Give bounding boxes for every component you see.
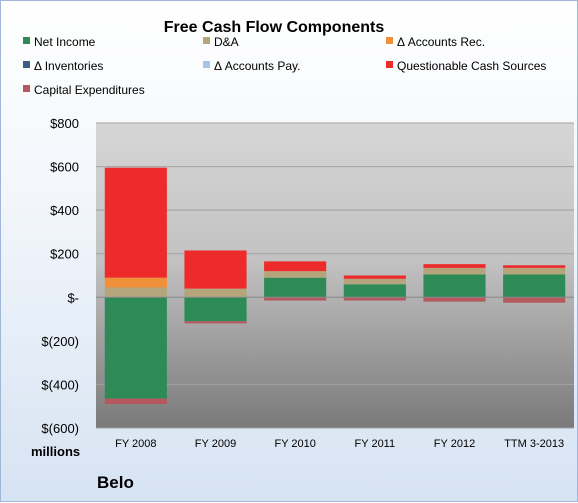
legend-item: Net Income <box>23 35 96 49</box>
bar-segment <box>423 297 486 302</box>
bar-segment <box>104 277 167 288</box>
x-tick-label: FY 2010 <box>274 438 315 450</box>
legend-item: Δ Accounts Pay. <box>203 59 301 73</box>
legend: Net Income D&A Δ Accounts Rec. Δ Inventorie… <box>23 35 546 97</box>
bar-segment <box>423 274 486 298</box>
x-tick-label: FY 2011 <box>355 438 396 450</box>
y-tick-label: $200 <box>50 247 79 262</box>
bar-segment <box>423 264 486 268</box>
bar-segment <box>343 284 406 298</box>
company-label: Belo <box>97 473 134 492</box>
unit-label: millions <box>31 444 80 459</box>
bar-segment <box>503 265 566 268</box>
bar-segment <box>264 261 327 272</box>
legend-swatch <box>23 61 30 68</box>
bar-segment <box>184 321 247 324</box>
legend-label: Δ Accounts Pay. <box>214 59 301 73</box>
legend-label: Questionable Cash Sources <box>397 59 546 73</box>
legend-item: Δ Inventories <box>23 59 103 73</box>
legend-item: D&A <box>203 35 239 49</box>
bar-segment <box>503 267 566 275</box>
x-tick-label: FY 2009 <box>195 438 236 450</box>
bar-segment <box>503 297 566 303</box>
x-tick-label: FY 2012 <box>434 438 475 450</box>
x-tick-label: FY 2008 <box>115 438 156 450</box>
y-tick-label: $(600) <box>41 421 79 436</box>
bar-segment <box>423 267 486 275</box>
bar-segment <box>184 288 247 298</box>
bar-segment <box>184 250 247 289</box>
legend-label: D&A <box>214 35 239 49</box>
legend-swatch <box>203 37 210 44</box>
bar-segment <box>264 271 327 278</box>
legend-swatch <box>386 37 393 44</box>
y-axis: $800 $600 $400 $200 $- $(200) $(400) $(600) <box>41 116 79 436</box>
legend-swatch <box>386 61 393 68</box>
bar-segment <box>104 398 167 405</box>
legend-item: Questionable Cash Sources <box>386 59 546 73</box>
y-tick-label: $400 <box>50 203 79 218</box>
bar-segment <box>104 167 167 278</box>
bar-segment <box>104 297 167 399</box>
bar-segment <box>184 297 247 322</box>
bars <box>104 167 566 405</box>
bar-segment <box>503 274 566 298</box>
y-tick-label: $600 <box>50 160 79 175</box>
legend-label: Net Income <box>34 35 96 49</box>
y-tick-label: $- <box>67 290 79 305</box>
bar-segment <box>264 297 327 301</box>
legend-swatch <box>203 61 210 68</box>
y-tick-label: $(200) <box>41 334 79 349</box>
legend-swatch <box>23 37 30 44</box>
bar-segment <box>343 275 406 279</box>
chart-title: Free Cash Flow Components <box>164 19 385 36</box>
legend-item: Capital Expenditures <box>23 83 145 97</box>
bar-segment <box>343 278 406 285</box>
plot-area <box>96 123 574 428</box>
bar-segment <box>343 297 406 301</box>
y-tick-label: $(400) <box>41 377 79 392</box>
x-tick-label: TTM 3-2013 <box>504 438 564 450</box>
legend-item: Δ Accounts Rec. <box>386 35 485 49</box>
bar-segment <box>104 287 167 298</box>
legend-label: Δ Accounts Rec. <box>397 35 485 49</box>
legend-label: Capital Expenditures <box>34 83 145 97</box>
legend-swatch <box>23 85 30 92</box>
x-axis: FY 2008 FY 2009 FY 2010 FY 2011 FY 2012 TTM 3… <box>115 438 564 450</box>
legend-label: Δ Inventories <box>34 59 103 73</box>
bar-segment <box>264 277 327 298</box>
y-tick-label: $800 <box>50 116 79 131</box>
